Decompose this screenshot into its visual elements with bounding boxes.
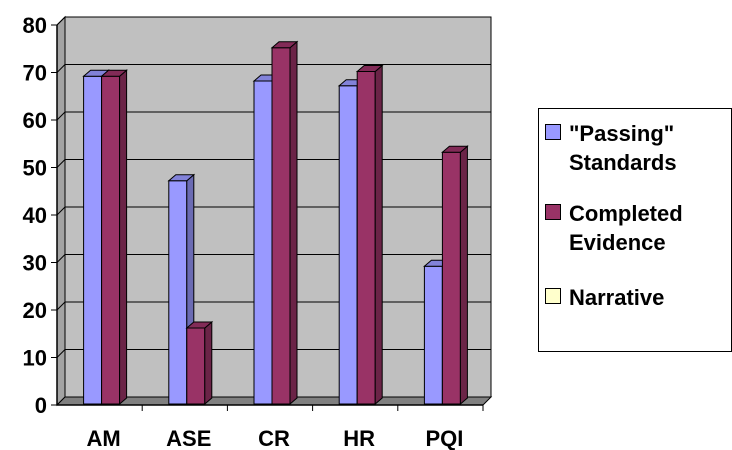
bar bbox=[270, 40, 299, 406]
gridline-side bbox=[56, 349, 66, 358]
y-tick-label: 60 bbox=[23, 108, 47, 133]
y-tick-labels: 0 10 20 30 40 50 60 70 80 bbox=[23, 13, 47, 418]
legend: "Passing" Standards Completed Evidence N… bbox=[538, 108, 732, 352]
legend-swatch-narrative bbox=[545, 288, 561, 304]
x-tick-label: CR bbox=[258, 426, 290, 450]
y-tick-label: 30 bbox=[23, 251, 47, 276]
y-tick-label: 0 bbox=[35, 393, 47, 418]
bar-side bbox=[459, 145, 468, 406]
bar bbox=[355, 64, 384, 406]
bar bbox=[185, 320, 214, 406]
legend-swatch-passing-standards bbox=[545, 124, 561, 140]
bar-top bbox=[355, 65, 384, 72]
bar-side bbox=[119, 69, 128, 406]
x-tick-label: HR bbox=[343, 426, 375, 450]
y-tick-label: 70 bbox=[23, 61, 47, 86]
x-tick-label: ASE bbox=[166, 426, 211, 450]
bar bbox=[441, 145, 469, 406]
legend-label-narrative: Narrative bbox=[569, 285, 665, 310]
bar-front bbox=[423, 265, 443, 405]
legend-item-passing-standards: "Passing" Standards bbox=[545, 119, 719, 177]
bar-front bbox=[168, 180, 188, 405]
y-tick-label: 40 bbox=[23, 203, 47, 228]
bar-front bbox=[101, 75, 121, 405]
bars bbox=[82, 40, 469, 406]
bar bbox=[100, 69, 128, 406]
x-tick-label: AM bbox=[86, 426, 120, 450]
legend-label-passing-standards: "Passing" Standards bbox=[569, 121, 677, 175]
bar-front bbox=[338, 85, 358, 405]
bar-top bbox=[100, 69, 128, 77]
bar-side bbox=[289, 40, 298, 406]
legend-item-completed-evidence: Completed Evidence bbox=[545, 199, 719, 257]
y-tick-label: 10 bbox=[23, 346, 47, 371]
bar-side bbox=[374, 64, 383, 406]
bar-front bbox=[83, 75, 103, 405]
bar-front bbox=[253, 80, 273, 405]
gridline-side bbox=[56, 159, 66, 168]
bar-side bbox=[204, 320, 213, 406]
legend-swatch-completed-evidence bbox=[545, 204, 561, 220]
bar-top bbox=[441, 145, 469, 153]
legend-item-narrative: Narrative bbox=[545, 283, 719, 312]
bar-top bbox=[167, 174, 196, 182]
bar-top bbox=[270, 41, 299, 49]
y-tick-label: 20 bbox=[23, 298, 47, 323]
bar-front bbox=[186, 327, 206, 405]
gridline-side bbox=[56, 301, 66, 311]
gridline-side bbox=[56, 16, 66, 26]
gridline-side bbox=[56, 111, 66, 121]
axes bbox=[51, 24, 484, 411]
bar-front bbox=[271, 47, 291, 405]
bar-front bbox=[356, 71, 376, 405]
gridline-side bbox=[56, 64, 66, 73]
bar-front bbox=[441, 151, 461, 405]
x-tick-label: PQI bbox=[425, 426, 463, 450]
bar-top bbox=[185, 321, 214, 329]
y-tick-label: 80 bbox=[23, 13, 47, 38]
y-tick-label: 50 bbox=[23, 156, 47, 181]
x-tick-labels: AM ASE CR HR PQI bbox=[86, 426, 463, 450]
gridline-side bbox=[56, 206, 66, 216]
gridline-side bbox=[56, 254, 66, 263]
legend-label-completed-evidence: Completed Evidence bbox=[569, 201, 683, 255]
